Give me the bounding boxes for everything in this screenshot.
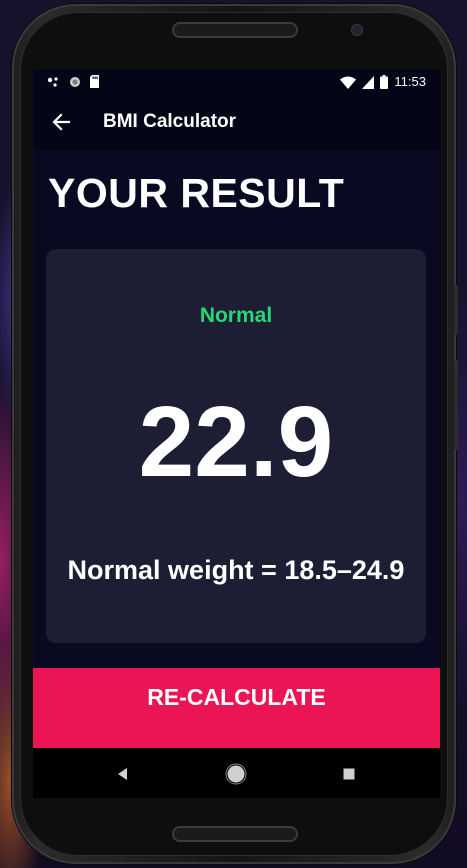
back-triangle-icon [118, 768, 127, 780]
front-camera [352, 25, 362, 35]
normal-range-text: Normal weight = 18.5–24.9 [67, 555, 405, 585]
arrow-left-icon [52, 113, 70, 131]
nav-back-button[interactable] [109, 760, 137, 788]
status-right-icons: 11:53 [340, 74, 426, 90]
battery-icon [380, 75, 389, 89]
result-card: Normal 22.9 Normal weight = 18.5–24.9 [46, 249, 426, 643]
app-screen: 11:53 BMI Calculator YOUR RESULT Normal … [33, 70, 440, 798]
home-circle-icon [225, 763, 247, 785]
nav-recents-button[interactable] [335, 760, 363, 788]
recalculate-button[interactable]: RE-CALCULATE [33, 668, 440, 748]
back-button[interactable] [33, 94, 89, 150]
bottom-speaker [172, 826, 298, 842]
system-nav-bar [33, 748, 440, 798]
status-left-icons [47, 75, 100, 88]
nav-home-button[interactable] [222, 760, 250, 788]
app-bar: BMI Calculator [33, 94, 440, 150]
signal-icon [362, 75, 375, 89]
power-button [454, 360, 458, 450]
app-bar-title: BMI Calculator [103, 111, 237, 132]
recents-square-icon [343, 768, 355, 780]
page-title: YOUR RESULT [48, 170, 345, 216]
notification-dots-icon [47, 76, 58, 87]
bmi-value: 22.9 [138, 386, 334, 498]
status-time: 11:53 [394, 74, 426, 89]
circle-icon [70, 76, 80, 87]
result-status-label: Normal [199, 304, 273, 327]
top-speaker [172, 22, 298, 38]
status-bar: 11:53 [33, 70, 440, 94]
wifi-icon [340, 76, 357, 89]
sd-card-icon [90, 75, 99, 88]
volume-button [454, 285, 458, 335]
